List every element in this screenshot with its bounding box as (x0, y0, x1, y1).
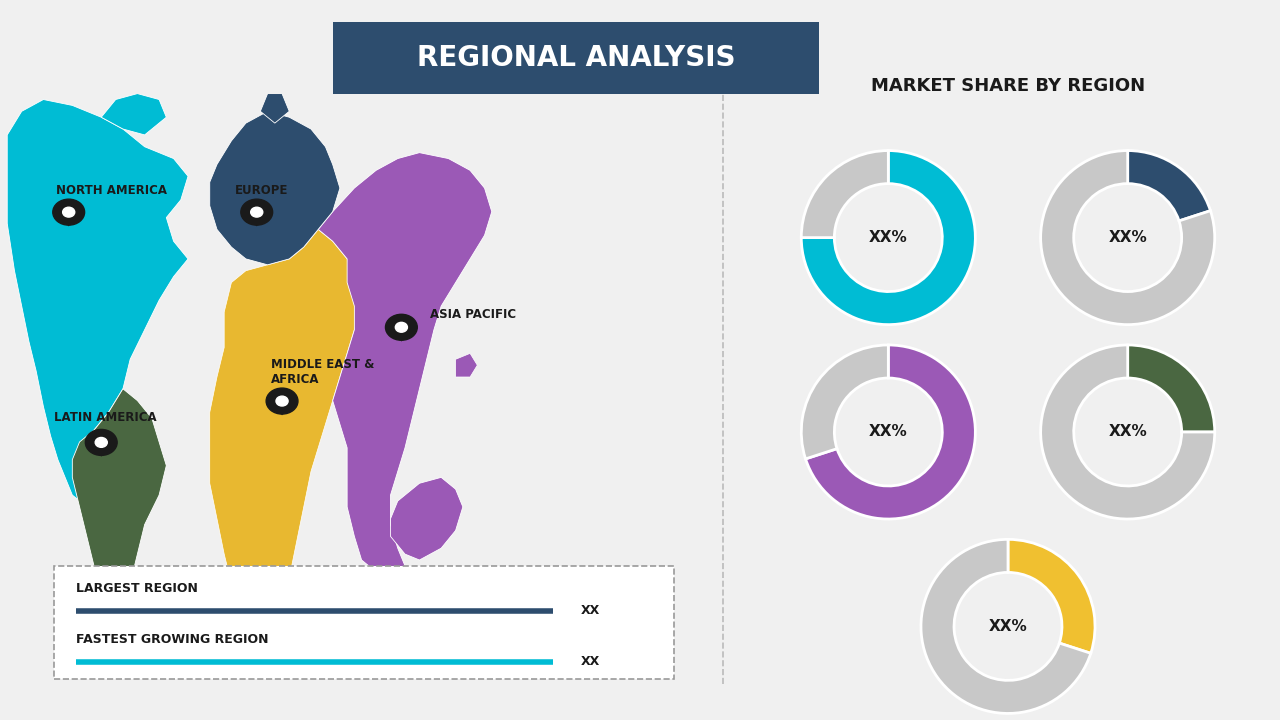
Circle shape (52, 199, 84, 225)
Text: MARKET SHARE BY REGION: MARKET SHARE BY REGION (870, 78, 1146, 96)
Polygon shape (319, 153, 492, 577)
Polygon shape (90, 442, 113, 456)
Polygon shape (390, 477, 463, 560)
Wedge shape (805, 345, 975, 519)
Polygon shape (456, 354, 477, 377)
Wedge shape (1041, 150, 1215, 325)
FancyBboxPatch shape (54, 567, 675, 679)
Polygon shape (210, 112, 340, 265)
Text: EUROPE: EUROPE (236, 184, 288, 197)
Polygon shape (101, 94, 166, 135)
Text: NORTH AMERICA: NORTH AMERICA (56, 184, 168, 197)
Text: AFRICA: AFRICA (271, 373, 320, 386)
Wedge shape (1128, 345, 1215, 432)
Text: XX%: XX% (988, 619, 1028, 634)
Circle shape (251, 207, 262, 217)
Wedge shape (1041, 345, 1215, 519)
Wedge shape (801, 150, 975, 325)
Text: REGIONAL ANALYSIS: REGIONAL ANALYSIS (417, 44, 735, 71)
Text: LARGEST REGION: LARGEST REGION (77, 582, 198, 595)
Circle shape (385, 315, 417, 341)
Text: ASIA PACIFIC: ASIA PACIFIC (430, 308, 516, 321)
Text: XX: XX (581, 604, 600, 617)
Polygon shape (246, 212, 268, 226)
Circle shape (95, 438, 108, 447)
Wedge shape (1007, 539, 1094, 653)
Wedge shape (922, 539, 1091, 714)
Circle shape (86, 429, 118, 455)
Polygon shape (8, 99, 188, 507)
Text: LATIN AMERICA: LATIN AMERICA (54, 411, 157, 424)
Text: XX%: XX% (869, 425, 908, 439)
Circle shape (396, 323, 407, 332)
Wedge shape (801, 150, 888, 238)
Circle shape (63, 207, 74, 217)
Text: MIDDLE EAST &: MIDDLE EAST & (271, 358, 375, 371)
Text: XX%: XX% (1108, 425, 1147, 439)
Wedge shape (1128, 150, 1211, 221)
Text: XX%: XX% (869, 230, 908, 245)
Polygon shape (260, 94, 289, 123)
Polygon shape (390, 328, 412, 341)
Circle shape (266, 388, 298, 414)
Polygon shape (271, 401, 293, 415)
Circle shape (241, 199, 273, 225)
Text: XX%: XX% (1108, 230, 1147, 245)
Circle shape (276, 396, 288, 406)
Polygon shape (72, 389, 166, 660)
Wedge shape (801, 345, 888, 459)
Polygon shape (210, 230, 361, 631)
Text: XX: XX (581, 655, 600, 668)
Text: FASTEST GROWING REGION: FASTEST GROWING REGION (77, 634, 269, 647)
Polygon shape (58, 212, 79, 226)
